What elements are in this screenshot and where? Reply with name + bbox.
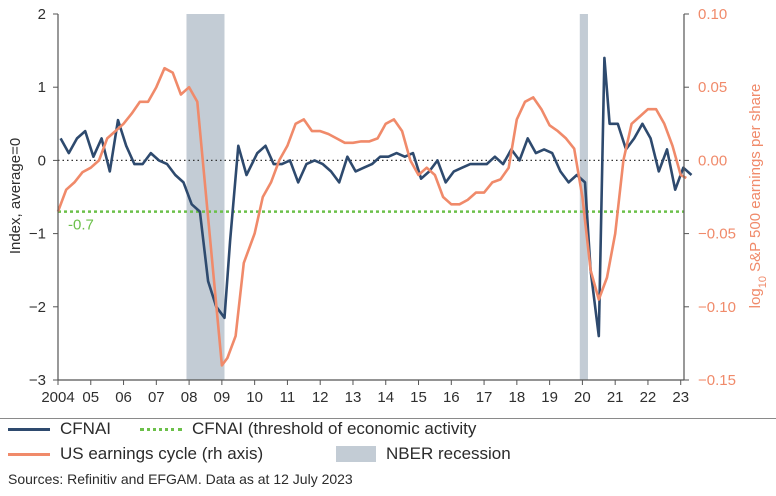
x-tick-label-15: 19 [541, 389, 558, 406]
chart: -0.7 210−1−2−30.100.050.00−0.05−0.10−0.1… [7, 6, 769, 406]
series-line-earnings [56, 66, 687, 367]
x-tick-label-13: 17 [476, 389, 493, 406]
x-tick-label-19: 23 [672, 389, 689, 406]
y-right-tick-label-4: −0.10 [698, 299, 736, 316]
y-left-tick-label-3: −1 [29, 226, 46, 243]
legend-item-recession: NBER recession [336, 444, 511, 464]
legend-label-recession: NBER recession [386, 444, 511, 463]
x-tick-label-3: 07 [148, 389, 165, 406]
source-note: Sources: Refinitiv and EFGAM. Data as at… [8, 471, 353, 487]
y-left-tick-label-1: 1 [38, 79, 46, 96]
legend-item-earnings: US earnings cycle (rh axis) [8, 444, 263, 464]
y-left-tick-label-4: −2 [29, 299, 46, 316]
legend-label-earnings: US earnings cycle (rh axis) [60, 444, 264, 463]
y-right-tick-label-5: −0.15 [698, 372, 736, 389]
y-axis-title-right-text: S&P 500 earnings per share [747, 84, 764, 276]
x-tick-label-10: 14 [377, 389, 394, 406]
x-tick-label-12: 16 [443, 389, 460, 406]
y-right-tick-label-2: 0.00 [698, 152, 727, 169]
legend-swatch-threshold [140, 427, 182, 431]
x-tick-label-18: 22 [640, 389, 657, 406]
x-tick-label-16: 20 [574, 389, 591, 406]
y-axis-title-right: log10 S&P 500 earnings per share [747, 84, 769, 309]
x-tick-label-0: 2004 [41, 389, 74, 406]
x-tick-label-5: 09 [214, 389, 231, 406]
legend-item-cfnai: CFNAI [8, 419, 111, 439]
y-axis-title-right-log: log [747, 288, 764, 308]
x-tick-label-17: 21 [607, 389, 624, 406]
legend-swatch-cfnai [8, 427, 50, 431]
x-tick-label-6: 10 [246, 389, 263, 406]
y-left-tick-label-5: −3 [29, 372, 46, 389]
axes [53, 13, 689, 385]
recession-band-1 [579, 14, 588, 380]
threshold-label: -0.7 [68, 217, 94, 234]
legend-divider [0, 418, 776, 419]
x-tick-label-7: 11 [280, 389, 296, 406]
x-tick-label-9: 13 [345, 389, 362, 406]
y-axis-title-right-sub: 10 [757, 276, 769, 288]
y-left-tick-label-0: 2 [38, 6, 46, 23]
legend-swatch-recession [336, 446, 376, 462]
x-tick-label-1: 05 [82, 389, 99, 406]
y-right-tick-label-1: 0.05 [698, 79, 727, 96]
y-left-tick-label-2: 0 [38, 152, 46, 169]
legend-swatch-earnings [8, 452, 50, 456]
tick-labels: 210−1−2−30.100.050.00−0.05−0.10−0.152004… [29, 6, 736, 406]
y-right-tick-label-0: 0.10 [698, 6, 727, 23]
threshold-line: -0.7 [58, 210, 684, 234]
y-axis-title-left: Index, average=0 [7, 138, 24, 254]
series-group [56, 56, 693, 367]
x-tick-label-11: 15 [410, 389, 427, 406]
x-tick-label-2: 06 [115, 389, 132, 406]
legend-item-threshold: CFNAI (threshold of economic activity [140, 419, 476, 439]
x-tick-label-8: 12 [312, 389, 329, 406]
legend-label-cfnai: CFNAI [60, 419, 111, 438]
x-tick-label-4: 08 [181, 389, 198, 406]
recession-bands [186, 14, 588, 380]
legend-label-threshold: CFNAI (threshold of economic activity [192, 419, 477, 438]
x-tick-label-14: 18 [509, 389, 526, 406]
y-right-tick-label-3: −0.05 [698, 226, 736, 243]
